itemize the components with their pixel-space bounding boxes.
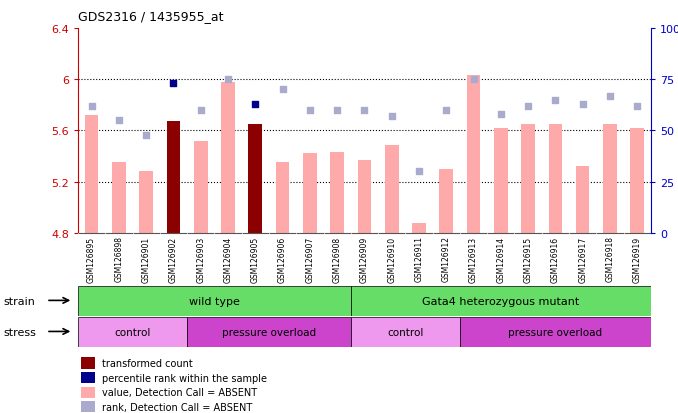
Text: GSM126907: GSM126907 — [305, 236, 315, 282]
Text: pressure overload: pressure overload — [222, 327, 316, 337]
Bar — [576, 167, 589, 233]
Text: GSM126895: GSM126895 — [87, 236, 96, 282]
Bar — [248, 125, 262, 233]
Text: GSM126909: GSM126909 — [360, 236, 369, 282]
Point — [468, 77, 479, 83]
Text: GSM126906: GSM126906 — [278, 236, 287, 282]
Text: GSM126916: GSM126916 — [551, 236, 560, 282]
Point — [523, 103, 534, 110]
Bar — [85, 116, 98, 233]
Text: stress: stress — [3, 327, 36, 337]
Bar — [276, 163, 290, 233]
Text: GSM126913: GSM126913 — [469, 236, 478, 282]
Point — [250, 101, 261, 108]
Bar — [603, 125, 617, 233]
Text: Gata4 heterozygous mutant: Gata4 heterozygous mutant — [422, 296, 580, 306]
Point — [86, 103, 97, 110]
Point — [441, 107, 452, 114]
Text: control: control — [387, 327, 424, 337]
Bar — [303, 154, 317, 233]
Text: GSM126903: GSM126903 — [196, 236, 205, 282]
Bar — [351, 317, 460, 347]
Bar — [187, 317, 351, 347]
Bar — [466, 76, 481, 233]
Bar — [194, 141, 207, 233]
Bar — [521, 125, 535, 233]
Point — [141, 132, 152, 138]
Point — [332, 107, 342, 114]
Text: GSM126915: GSM126915 — [523, 236, 533, 282]
Bar — [112, 163, 125, 233]
Point — [550, 97, 561, 104]
Text: GSM126898: GSM126898 — [115, 236, 123, 282]
Point — [605, 93, 616, 100]
Bar — [81, 401, 95, 412]
Bar — [631, 128, 644, 233]
Bar — [385, 145, 399, 233]
Text: wild type: wild type — [189, 296, 240, 306]
Text: value, Detection Call = ABSENT: value, Detection Call = ABSENT — [102, 387, 257, 397]
Text: GSM126918: GSM126918 — [605, 236, 614, 282]
Bar — [81, 372, 95, 384]
Bar — [439, 169, 453, 233]
Bar — [330, 153, 344, 233]
Text: GSM126912: GSM126912 — [442, 236, 451, 282]
Point — [496, 112, 506, 118]
Text: GSM126901: GSM126901 — [142, 236, 151, 282]
Bar — [494, 128, 508, 233]
Point — [386, 114, 397, 120]
Point — [632, 103, 643, 110]
Text: GSM126919: GSM126919 — [633, 236, 642, 282]
Point — [222, 77, 233, 83]
Point — [195, 107, 206, 114]
Text: GDS2316 / 1435955_at: GDS2316 / 1435955_at — [78, 10, 224, 23]
Text: rank, Detection Call = ABSENT: rank, Detection Call = ABSENT — [102, 401, 252, 412]
Text: GSM126904: GSM126904 — [224, 236, 233, 282]
Bar — [78, 317, 187, 347]
Text: control: control — [115, 327, 151, 337]
Bar — [167, 122, 180, 233]
Point — [359, 107, 370, 114]
Text: transformed count: transformed count — [102, 358, 193, 368]
Bar — [221, 83, 235, 233]
Bar — [460, 317, 651, 347]
Bar — [351, 286, 651, 316]
Text: GSM126905: GSM126905 — [251, 236, 260, 282]
Bar — [140, 172, 153, 233]
Bar — [78, 286, 351, 316]
Text: GSM126917: GSM126917 — [578, 236, 587, 282]
Point — [304, 107, 315, 114]
Text: GSM126911: GSM126911 — [414, 236, 424, 282]
Point — [168, 81, 179, 88]
Bar — [81, 357, 95, 369]
Text: pressure overload: pressure overload — [508, 327, 603, 337]
Bar — [549, 125, 562, 233]
Point — [113, 118, 124, 124]
Text: GSM126910: GSM126910 — [387, 236, 396, 282]
Point — [414, 169, 424, 175]
Point — [577, 101, 588, 108]
Text: strain: strain — [3, 296, 35, 306]
Text: GSM126902: GSM126902 — [169, 236, 178, 282]
Text: GSM126908: GSM126908 — [333, 236, 342, 282]
Bar — [357, 161, 372, 233]
Bar — [81, 387, 95, 398]
Text: GSM126914: GSM126914 — [496, 236, 505, 282]
Point — [277, 87, 288, 94]
Bar — [412, 223, 426, 233]
Text: percentile rank within the sample: percentile rank within the sample — [102, 373, 267, 383]
